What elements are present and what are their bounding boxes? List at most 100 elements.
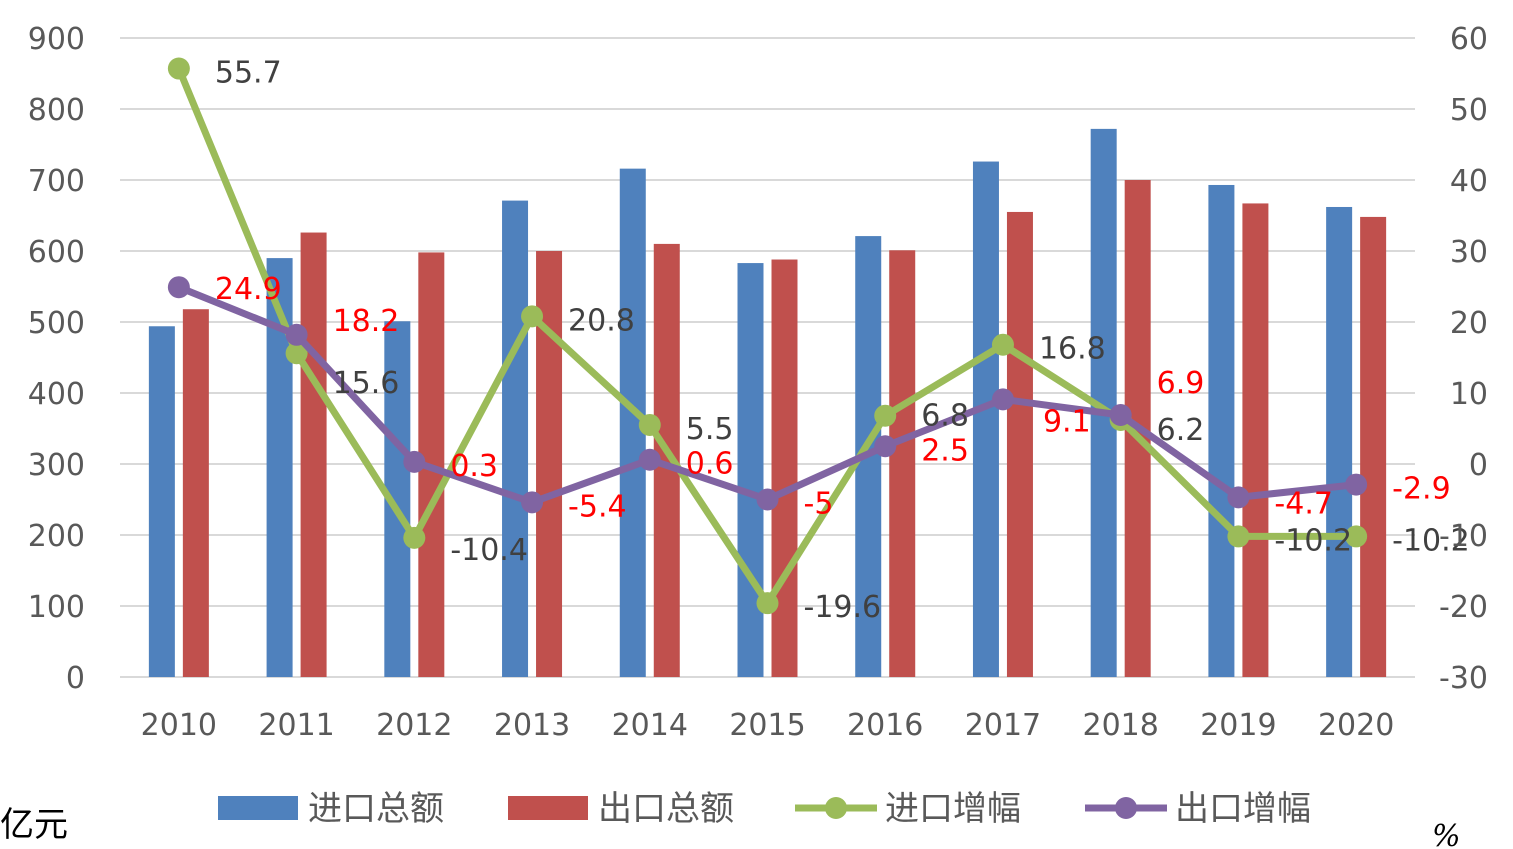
bar-export-total — [1006, 211, 1033, 677]
legend-label: 出口总额 — [598, 789, 734, 829]
bar-export-total — [182, 309, 209, 677]
marker-import-growth — [285, 342, 308, 365]
axes: 0 100 200 300 400 500 600 700 800 900 -30 -20 -10 0 10… — [28, 22, 1488, 743]
marker-export-growth — [756, 488, 779, 511]
x-tick-label: 2013 — [494, 708, 570, 743]
marker-import-growth — [1345, 525, 1368, 548]
marker-import-growth — [756, 592, 779, 615]
marker-export-growth — [638, 448, 661, 471]
bar-import-total — [737, 263, 764, 677]
x-tick-label: 2011 — [258, 708, 334, 743]
x-tick-label: 2012 — [376, 708, 452, 743]
lines — [167, 57, 1368, 615]
marker-export-growth — [874, 435, 897, 458]
marker-import-growth — [991, 333, 1014, 356]
data-label-export-growth: 18.2 — [333, 304, 400, 339]
marker-export-growth — [1109, 404, 1132, 427]
y-right-tick-label: 30 — [1450, 235, 1488, 270]
bar-import-total — [1208, 184, 1235, 677]
bar-import-total — [1326, 206, 1353, 678]
data-label-export-growth: 24.9 — [215, 272, 282, 307]
bar-export-total — [1360, 216, 1387, 678]
data-label-import-growth: 16.8 — [1039, 332, 1106, 367]
bar-export-total — [889, 250, 916, 678]
y-right-tick-label: 0 — [1469, 448, 1488, 483]
marker-export-growth — [167, 276, 190, 299]
data-label-export-growth: -2.9 — [1392, 472, 1451, 507]
bar-export-total — [300, 232, 327, 678]
x-tick-label: 2020 — [1318, 708, 1394, 743]
legend-label: 进口总额 — [308, 789, 444, 829]
y-left-tick-label: 500 — [28, 306, 85, 341]
data-label-export-growth: -4.7 — [1274, 486, 1333, 521]
left-unit-label: 亿元 — [0, 805, 68, 845]
legend-label: 出口增幅 — [1175, 789, 1311, 829]
marker-import-growth — [1227, 525, 1250, 548]
y-left-tick-label: 900 — [28, 22, 85, 57]
bar-import-total — [148, 326, 175, 677]
y-left-tick-label: 600 — [28, 235, 85, 270]
data-labels: 55.7 15.6 -10.4 20.8 5.5 -19.6 6.8 16.8 6.2 -10.2… — [215, 56, 1470, 626]
bar-export-total — [771, 259, 798, 677]
data-label-import-growth: 15.6 — [333, 366, 400, 401]
data-label-import-growth: -19.6 — [804, 590, 882, 625]
y-left-tick-label: 0 — [66, 661, 85, 696]
y-right-tick-label: 10 — [1450, 377, 1488, 412]
y-right-tick-label: 60 — [1450, 22, 1488, 57]
y-left-tick-label: 300 — [28, 448, 85, 483]
data-label-import-growth: 5.5 — [686, 412, 734, 447]
legend: 进口总额 出口总额 进口增幅 出口增幅 — [218, 789, 1311, 829]
marker-export-growth — [1227, 486, 1250, 509]
marker-export-growth — [521, 491, 544, 514]
x-tick-label: 2017 — [965, 708, 1041, 743]
y-left-tick-label: 700 — [28, 164, 85, 199]
x-tick-label: 2016 — [847, 708, 923, 743]
data-label-export-growth: -5 — [804, 487, 834, 522]
x-tick-label: 2019 — [1200, 708, 1276, 743]
y-right-tick-label: -30 — [1439, 661, 1488, 696]
data-label-export-growth: 6.9 — [1157, 366, 1205, 401]
data-label-import-growth: -10.4 — [450, 533, 528, 568]
data-label-export-growth: 2.5 — [921, 433, 969, 468]
marker-export-growth — [285, 323, 308, 346]
marker-import-growth — [638, 413, 661, 436]
data-label-export-growth: -5.4 — [568, 489, 627, 524]
data-label-import-growth: 6.8 — [921, 399, 969, 434]
y-left-tick-label: 200 — [28, 519, 85, 554]
y-left-tick-label: 100 — [28, 590, 85, 625]
data-label-import-growth: 20.8 — [568, 303, 635, 338]
bars — [148, 128, 1387, 678]
marker-export-growth — [1345, 473, 1368, 496]
right-unit-label: % — [1432, 819, 1461, 849]
y-right-tick-label: 40 — [1450, 164, 1488, 199]
data-label-import-growth: -10.2 — [1392, 523, 1470, 558]
marker-import-growth — [403, 526, 426, 549]
gridlines — [120, 37, 1415, 678]
legend-swatch — [218, 796, 298, 820]
x-tick-label: 2015 — [729, 708, 805, 743]
data-label-export-growth: 0.3 — [450, 449, 498, 484]
bar-import-total — [502, 200, 529, 677]
y-right-tick-label: -20 — [1439, 590, 1488, 625]
legend-marker — [1115, 797, 1137, 819]
bar-import-total — [972, 161, 999, 678]
y-left-tick-label: 400 — [28, 377, 85, 412]
data-label-import-growth: -10.2 — [1274, 523, 1352, 558]
data-label-export-growth: 0.6 — [686, 447, 734, 482]
marker-import-growth — [874, 404, 897, 427]
bar-export-total — [1242, 203, 1269, 677]
y-right-tick-label: 20 — [1450, 306, 1488, 341]
data-label-export-growth: 9.1 — [1043, 404, 1091, 439]
y-left-tick-label: 800 — [28, 93, 85, 128]
x-tick-label: 2010 — [141, 708, 217, 743]
marker-export-growth — [403, 450, 426, 473]
marker-export-growth — [991, 388, 1014, 411]
data-label-import-growth: 55.7 — [215, 56, 282, 91]
y-right-tick-label: 50 — [1450, 93, 1488, 128]
legend-swatch — [508, 796, 588, 820]
legend-label: 进口增幅 — [885, 789, 1021, 829]
marker-import-growth — [167, 57, 190, 80]
y-right-tick-label: -10 — [1439, 519, 1488, 554]
legend-marker — [825, 797, 847, 819]
